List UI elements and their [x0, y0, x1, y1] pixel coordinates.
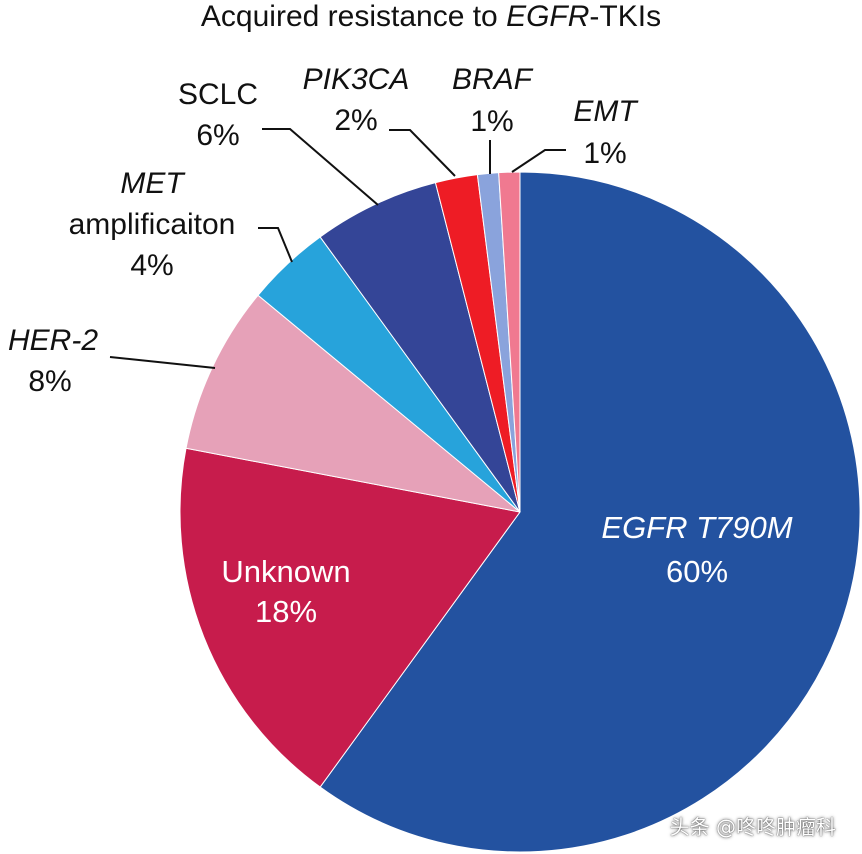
pie-slices [179, 171, 861, 853]
slice-value-met: 4% [130, 249, 173, 282]
slice-value-sclc: 6% [196, 119, 239, 152]
slice-label-sclc: SCLC [178, 78, 258, 111]
slice-value-pik3ca: 2% [334, 104, 377, 137]
slice-label-her2: HER-2 [8, 324, 98, 357]
pie-slice-egfr-t790m [319, 171, 861, 853]
slice-label-met-line1: MET [120, 167, 186, 200]
slice-label-braf: BRAF [452, 63, 534, 96]
leader-line-met [258, 227, 293, 263]
slice-label-emt: EMT [573, 95, 639, 128]
watermark: 头条 @咚咚肿瘤科 [669, 815, 836, 839]
chart-title: Acquired resistance to EGFR-TKIs [0, 0, 862, 34]
leader-line-her2 [109, 356, 216, 369]
pie-slice-unknown [179, 447, 521, 788]
slice-value-braf: 1% [470, 105, 513, 138]
leader-line-sclc [262, 128, 379, 206]
slice-value-egfr-t790m: 60% [666, 554, 728, 589]
pie-slice-sclc [319, 182, 521, 513]
slice-label-egfr-t790m: EGFR T790M [601, 510, 792, 545]
slice-value-emt: 1% [583, 137, 626, 170]
leader-lines [109, 128, 566, 369]
chart-title-part-1: Acquired resistance to [200, 0, 507, 33]
slice-label-unknown: Unknown [221, 554, 350, 589]
slice-value-unknown: 18% [255, 594, 317, 629]
pie-slice-emt [498, 171, 521, 513]
chart-title-part-2: EGFR [506, 0, 590, 33]
slice-value-her2: 8% [28, 365, 71, 398]
slice-label-met-line2: amplificaiton [69, 208, 236, 241]
leader-line-emt [511, 149, 566, 173]
leader-line-pik3ca [389, 129, 456, 177]
slice-label-pik3ca: PIK3CA [303, 63, 410, 96]
chart-title-part-3: -TKIs [589, 0, 662, 33]
